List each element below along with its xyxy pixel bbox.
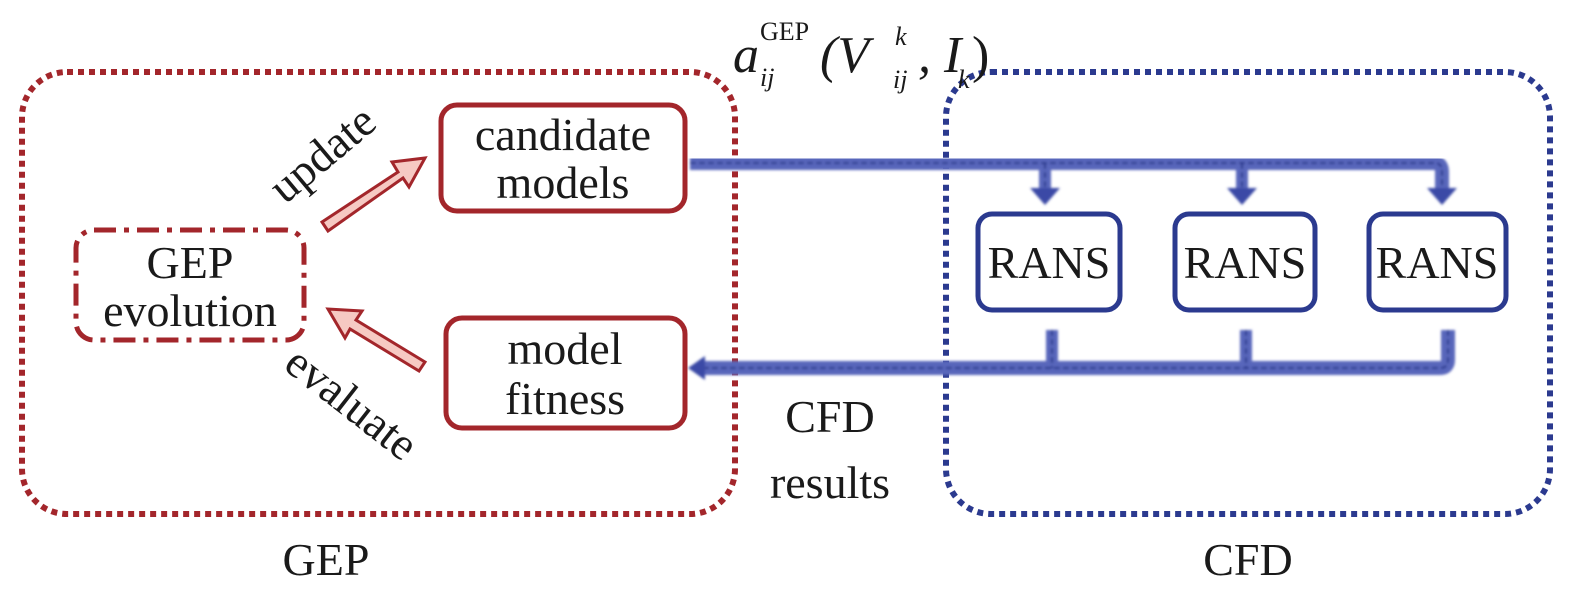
formula-v-sup: k xyxy=(895,22,907,51)
model-fitness-box[interactable] xyxy=(443,315,688,431)
formula-i-sub: k xyxy=(958,65,970,94)
formula-sep: , I xyxy=(918,27,964,84)
formula-base-sup: GEP xyxy=(760,17,809,46)
gep-group-label: GEP xyxy=(283,534,370,585)
formula-open: (V xyxy=(820,27,874,84)
formula-base: a xyxy=(733,27,759,84)
rans-label-3: RANS xyxy=(1376,237,1499,288)
gep-group-box xyxy=(19,69,738,517)
evaluate-arrow xyxy=(325,307,428,374)
model-fitness-line1: model xyxy=(508,323,623,374)
cfd-group-box xyxy=(943,69,1553,517)
candidate-models-box[interactable] xyxy=(438,102,688,214)
formula-base-sub: ij xyxy=(760,63,774,92)
collect-arrow xyxy=(688,330,1455,380)
rans-label-1: RANS xyxy=(988,237,1111,288)
gep-evolution-line2: evolution xyxy=(103,285,277,336)
cfd-results-line2: results xyxy=(770,457,890,508)
rans-label-2: RANS xyxy=(1184,237,1307,288)
cfd-group-label: CFD xyxy=(1203,534,1292,585)
candidate-models-line2: models xyxy=(497,157,630,208)
rans-box-1[interactable] xyxy=(975,211,1123,313)
rans-box-3[interactable] xyxy=(1366,211,1509,313)
formula: a GEP ij (V k ij , I k ) xyxy=(733,17,989,94)
model-fitness-line2: fitness xyxy=(505,373,625,424)
update-arrow xyxy=(319,156,428,234)
rans-box-2[interactable] xyxy=(1172,211,1318,313)
distribute-arrow xyxy=(690,156,1457,205)
formula-close: ) xyxy=(972,27,989,84)
gep-evolution-box xyxy=(73,227,307,343)
formula-v-sub: ij xyxy=(893,65,907,94)
cfd-results-line1: CFD xyxy=(785,391,874,442)
candidate-models-line1: candidate xyxy=(475,109,651,160)
gep-evolution-line1: GEP xyxy=(147,237,234,288)
